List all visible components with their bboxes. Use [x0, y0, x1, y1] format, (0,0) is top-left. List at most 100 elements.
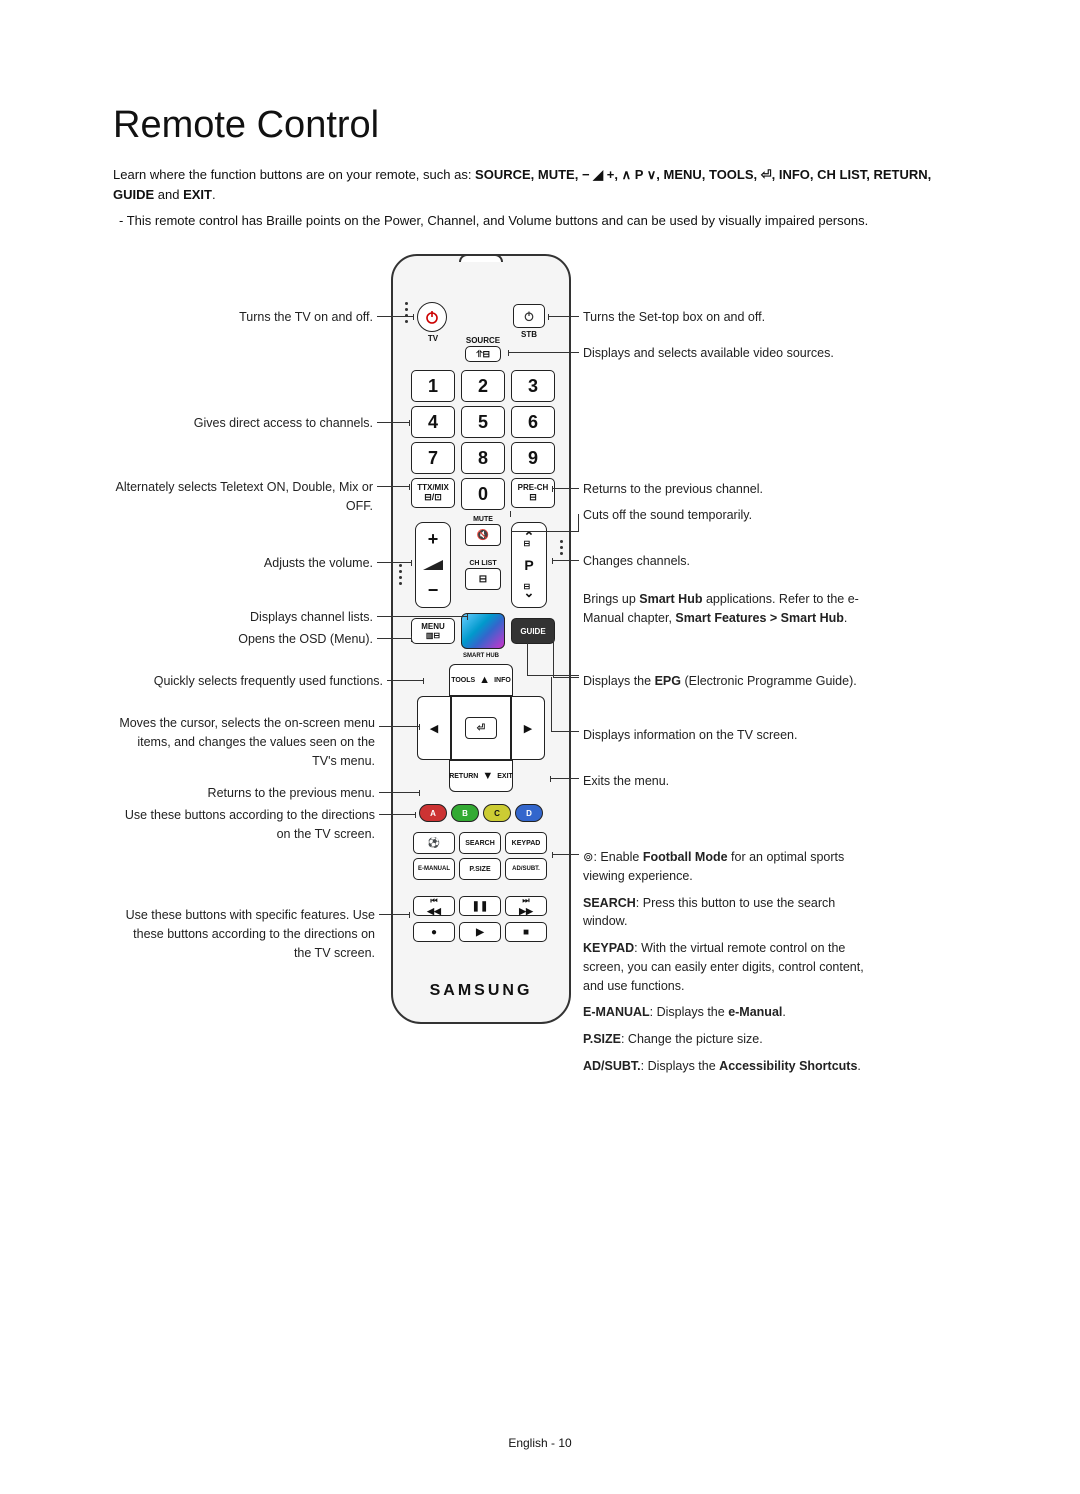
stop-button[interactable]: ■: [505, 922, 547, 942]
right-button[interactable]: ▶: [511, 696, 545, 760]
leader-line: [377, 316, 413, 317]
enter-inner: ⏎: [465, 717, 497, 739]
color-c-button[interactable]: C: [483, 804, 511, 822]
num-8-button[interactable]: 8: [461, 442, 505, 474]
power-button[interactable]: [417, 302, 447, 332]
callout-menu: Opens the OSD (Menu).: [113, 630, 373, 649]
search-button[interactable]: SEARCH: [459, 832, 501, 854]
callout-numbers: Gives direct access to channels.: [113, 414, 373, 433]
text-part: : Change the picture size.: [621, 1032, 763, 1046]
num-9-button[interactable]: 9: [511, 442, 555, 474]
braille-dots: [405, 302, 408, 323]
callout-smarthub: Brings up Smart Hub applications. Refer …: [583, 590, 883, 628]
num-3-button[interactable]: 3: [511, 370, 555, 402]
rewind-button[interactable]: ⏮◀◀: [413, 896, 455, 916]
intro-bold: EXIT: [183, 187, 212, 202]
stb-power-button[interactable]: [513, 304, 545, 328]
dpad: TOOLS▲ INFO ◀ ⏎ ▶ RETURN▼ EXIT: [417, 664, 545, 792]
text-part: : Displays the: [650, 1005, 729, 1019]
menu-button[interactable]: MENU▥⊟: [411, 618, 455, 644]
callout-info: Displays information on the TV screen.: [583, 726, 883, 745]
left-button[interactable]: ◀: [417, 696, 451, 760]
ir-window: [459, 254, 503, 262]
brand-logo: SAMSUNG: [393, 982, 569, 1000]
braille-note: This remote control has Braille points o…: [113, 211, 967, 231]
num-2-button[interactable]: 2: [461, 370, 505, 402]
volume-icon: [423, 560, 443, 570]
text-bold: EPG: [655, 674, 681, 688]
enter-button[interactable]: ⏎: [451, 696, 511, 760]
leader-line: [549, 316, 579, 317]
adsubt-button[interactable]: AD/SUBT.: [505, 858, 547, 880]
callout-channel: Changes channels.: [583, 552, 883, 571]
chlist-label: CH LIST: [465, 560, 501, 567]
up-button[interactable]: TOOLS▲ INFO: [449, 664, 513, 696]
mute-button[interactable]: 🔇: [465, 524, 501, 546]
page-title: Remote Control: [113, 104, 967, 147]
note-part: , and: [476, 213, 509, 228]
intro-part: .: [212, 187, 216, 202]
ttx-button[interactable]: TTX/MIX⊟/⊡: [411, 478, 455, 508]
num-5-button[interactable]: 5: [461, 406, 505, 438]
color-a-button[interactable]: A: [419, 804, 447, 822]
text-bold: SEARCH: [583, 896, 636, 910]
num-0-button[interactable]: 0: [461, 478, 505, 510]
source-button[interactable]: ⥣⊟: [465, 346, 501, 362]
volume-rocker[interactable]: + −: [415, 522, 451, 608]
leader-line: [377, 562, 411, 563]
forward-button[interactable]: ⏭▶▶: [505, 896, 547, 916]
color-d-button[interactable]: D: [515, 804, 543, 822]
stb-label: STB: [509, 330, 549, 339]
text-bold: e-Manual: [728, 1005, 782, 1019]
callout-source: Displays and selects available video sou…: [583, 344, 883, 363]
plus-icon: +: [428, 529, 439, 550]
num-6-button[interactable]: 6: [511, 406, 555, 438]
text-bold: Accessibility Shortcuts: [719, 1059, 857, 1073]
chlist-button[interactable]: ⊟: [465, 568, 501, 590]
leader-line: [551, 778, 579, 779]
text-part: : Displays the: [641, 1059, 720, 1073]
leader-line: [551, 680, 579, 732]
leader-line: [377, 638, 411, 639]
color-b-button[interactable]: B: [451, 804, 479, 822]
leader-line: [553, 854, 579, 855]
football-button[interactable]: ⚽: [413, 832, 455, 854]
num-7-button[interactable]: 7: [411, 442, 455, 474]
psize-button[interactable]: P.SIZE: [459, 858, 501, 880]
num-4-button[interactable]: 4: [411, 406, 455, 438]
keypad-button[interactable]: KEYPAD: [505, 832, 547, 854]
callout-stb: Turns the Set-top box on and off.: [583, 308, 883, 327]
emanual-button[interactable]: E-MANUAL: [413, 858, 455, 880]
source-label: SOURCE: [463, 336, 503, 345]
play-button[interactable]: ▶: [459, 922, 501, 942]
leader-line: [377, 616, 467, 617]
text-part: ⊚: Enable: [583, 850, 643, 864]
channel-rocker[interactable]: ⌃⊟ P ⊟⌄: [511, 522, 547, 608]
callout-guide: Displays the EPG (Electronic Programme G…: [583, 672, 883, 691]
text-part: Displays the: [583, 674, 655, 688]
callout-tools: Quickly selects frequently used function…: [113, 672, 383, 691]
leader-line: [387, 680, 423, 681]
note-part: This remote control has Braille points o…: [127, 213, 384, 228]
prech-button[interactable]: PRE-CH⊟: [511, 478, 555, 508]
intro-part: and: [154, 187, 183, 202]
text-bold: E-MANUAL: [583, 1005, 650, 1019]
tools-label: TOOLS: [451, 677, 475, 684]
braille-dots: [560, 540, 563, 555]
power-icon: [424, 309, 440, 325]
ttx-label: TTX/MIX: [417, 483, 449, 492]
callout-mute: Cuts off the sound temporarily.: [583, 506, 883, 525]
pause-button[interactable]: ❚❚: [459, 896, 501, 916]
callout-prech: Returns to the previous channel.: [583, 480, 883, 499]
page-footer: English - 10: [0, 1436, 1080, 1450]
tv-label: TV: [413, 334, 453, 343]
down-button[interactable]: RETURN▼ EXIT: [449, 760, 513, 792]
text-part: (Electronic Programme Guide).: [681, 674, 857, 688]
menu-label: MENU: [421, 622, 445, 631]
callout-chlist: Displays channel lists.: [113, 608, 373, 627]
callout-playback: Use these buttons with specific features…: [113, 906, 375, 962]
braille-dots: [399, 564, 402, 585]
num-1-button[interactable]: 1: [411, 370, 455, 402]
text-part: .: [857, 1059, 860, 1073]
record-button[interactable]: ●: [413, 922, 455, 942]
